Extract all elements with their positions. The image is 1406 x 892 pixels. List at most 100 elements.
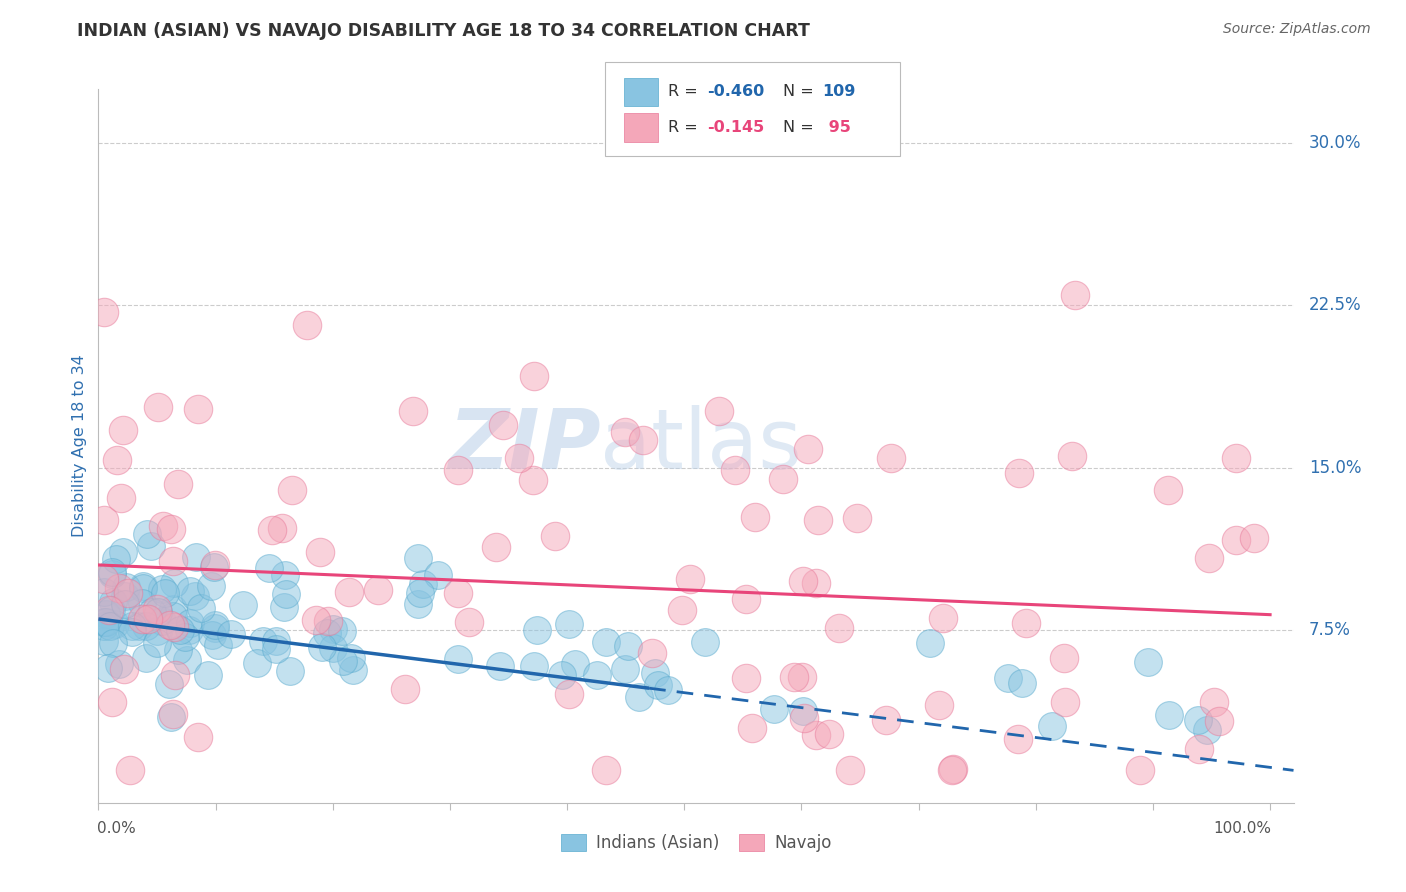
Point — [94, 615, 117, 629]
Point — [93, 512, 115, 526]
Point — [447, 463, 470, 477]
Point — [1011, 676, 1033, 690]
Point — [807, 513, 830, 527]
Point — [148, 605, 170, 619]
Point — [332, 624, 354, 639]
Text: 95: 95 — [823, 120, 851, 135]
Point — [153, 585, 176, 599]
Point — [928, 698, 950, 713]
Text: N =: N = — [783, 85, 820, 99]
Point — [316, 614, 339, 628]
Point — [1187, 713, 1209, 727]
Point — [614, 662, 637, 676]
Text: 0.0%: 0.0% — [97, 821, 136, 836]
Point — [409, 586, 432, 600]
Point — [152, 519, 174, 533]
Point — [1225, 450, 1247, 465]
Point — [163, 668, 186, 682]
Point — [200, 579, 222, 593]
Point — [1053, 650, 1076, 665]
Point — [880, 450, 903, 465]
Point — [115, 580, 138, 594]
Point — [806, 576, 828, 591]
Point — [744, 510, 766, 524]
Y-axis label: Disability Age 18 to 34: Disability Age 18 to 34 — [72, 355, 87, 537]
Point — [322, 622, 344, 636]
Point — [679, 572, 702, 586]
Point — [146, 602, 169, 616]
Point — [297, 318, 319, 332]
Point — [305, 613, 328, 627]
Point — [1137, 655, 1160, 669]
Text: N =: N = — [783, 120, 820, 135]
Point — [657, 682, 679, 697]
Text: -0.460: -0.460 — [707, 85, 765, 99]
Point — [741, 721, 763, 735]
Point — [838, 764, 860, 778]
Point — [93, 305, 115, 319]
Point — [1054, 695, 1077, 709]
Point — [797, 442, 820, 457]
Point — [100, 603, 122, 617]
Point — [1243, 531, 1265, 545]
Point — [96, 607, 118, 622]
Point — [270, 520, 292, 534]
Point — [131, 596, 153, 610]
Point — [522, 474, 544, 488]
Point — [274, 568, 297, 582]
Point — [93, 615, 115, 630]
Point — [262, 523, 284, 537]
Point — [308, 545, 330, 559]
Point — [93, 585, 115, 599]
Point — [818, 727, 841, 741]
Point — [146, 636, 169, 650]
Point — [1129, 764, 1152, 778]
Text: 7.5%: 7.5% — [1309, 621, 1351, 639]
Point — [204, 621, 226, 635]
Point — [93, 619, 115, 633]
Point — [264, 633, 287, 648]
Point — [132, 581, 155, 595]
Point — [614, 425, 637, 440]
Point — [647, 678, 669, 692]
Point — [101, 565, 124, 579]
Point — [219, 627, 242, 641]
Point — [1008, 466, 1031, 480]
Point — [484, 541, 506, 555]
Point — [1198, 550, 1220, 565]
Point — [112, 662, 135, 676]
Point — [772, 472, 794, 486]
Point — [641, 646, 664, 660]
Text: 30.0%: 30.0% — [1309, 135, 1361, 153]
Point — [544, 529, 567, 543]
Point — [162, 575, 184, 590]
Point — [93, 572, 115, 586]
Point — [337, 585, 360, 599]
Point — [146, 624, 169, 639]
Point — [104, 551, 127, 566]
Point — [135, 619, 157, 633]
Point — [246, 656, 269, 670]
Point — [159, 522, 181, 536]
Point — [150, 582, 173, 596]
Point — [551, 668, 574, 682]
Point — [631, 434, 654, 448]
Point — [157, 677, 180, 691]
Point — [117, 586, 139, 600]
Point — [492, 417, 515, 432]
Point — [558, 617, 581, 632]
Point — [150, 614, 173, 628]
Point — [1188, 742, 1211, 756]
Point — [406, 597, 429, 611]
Point — [202, 559, 225, 574]
Point — [162, 554, 184, 568]
Point — [793, 711, 815, 725]
Point — [458, 615, 481, 629]
Point — [167, 477, 190, 491]
Point — [997, 671, 1019, 685]
Point — [394, 681, 416, 696]
Point — [204, 618, 226, 632]
Point — [121, 625, 143, 640]
Point — [1159, 707, 1181, 722]
Point — [110, 491, 132, 505]
